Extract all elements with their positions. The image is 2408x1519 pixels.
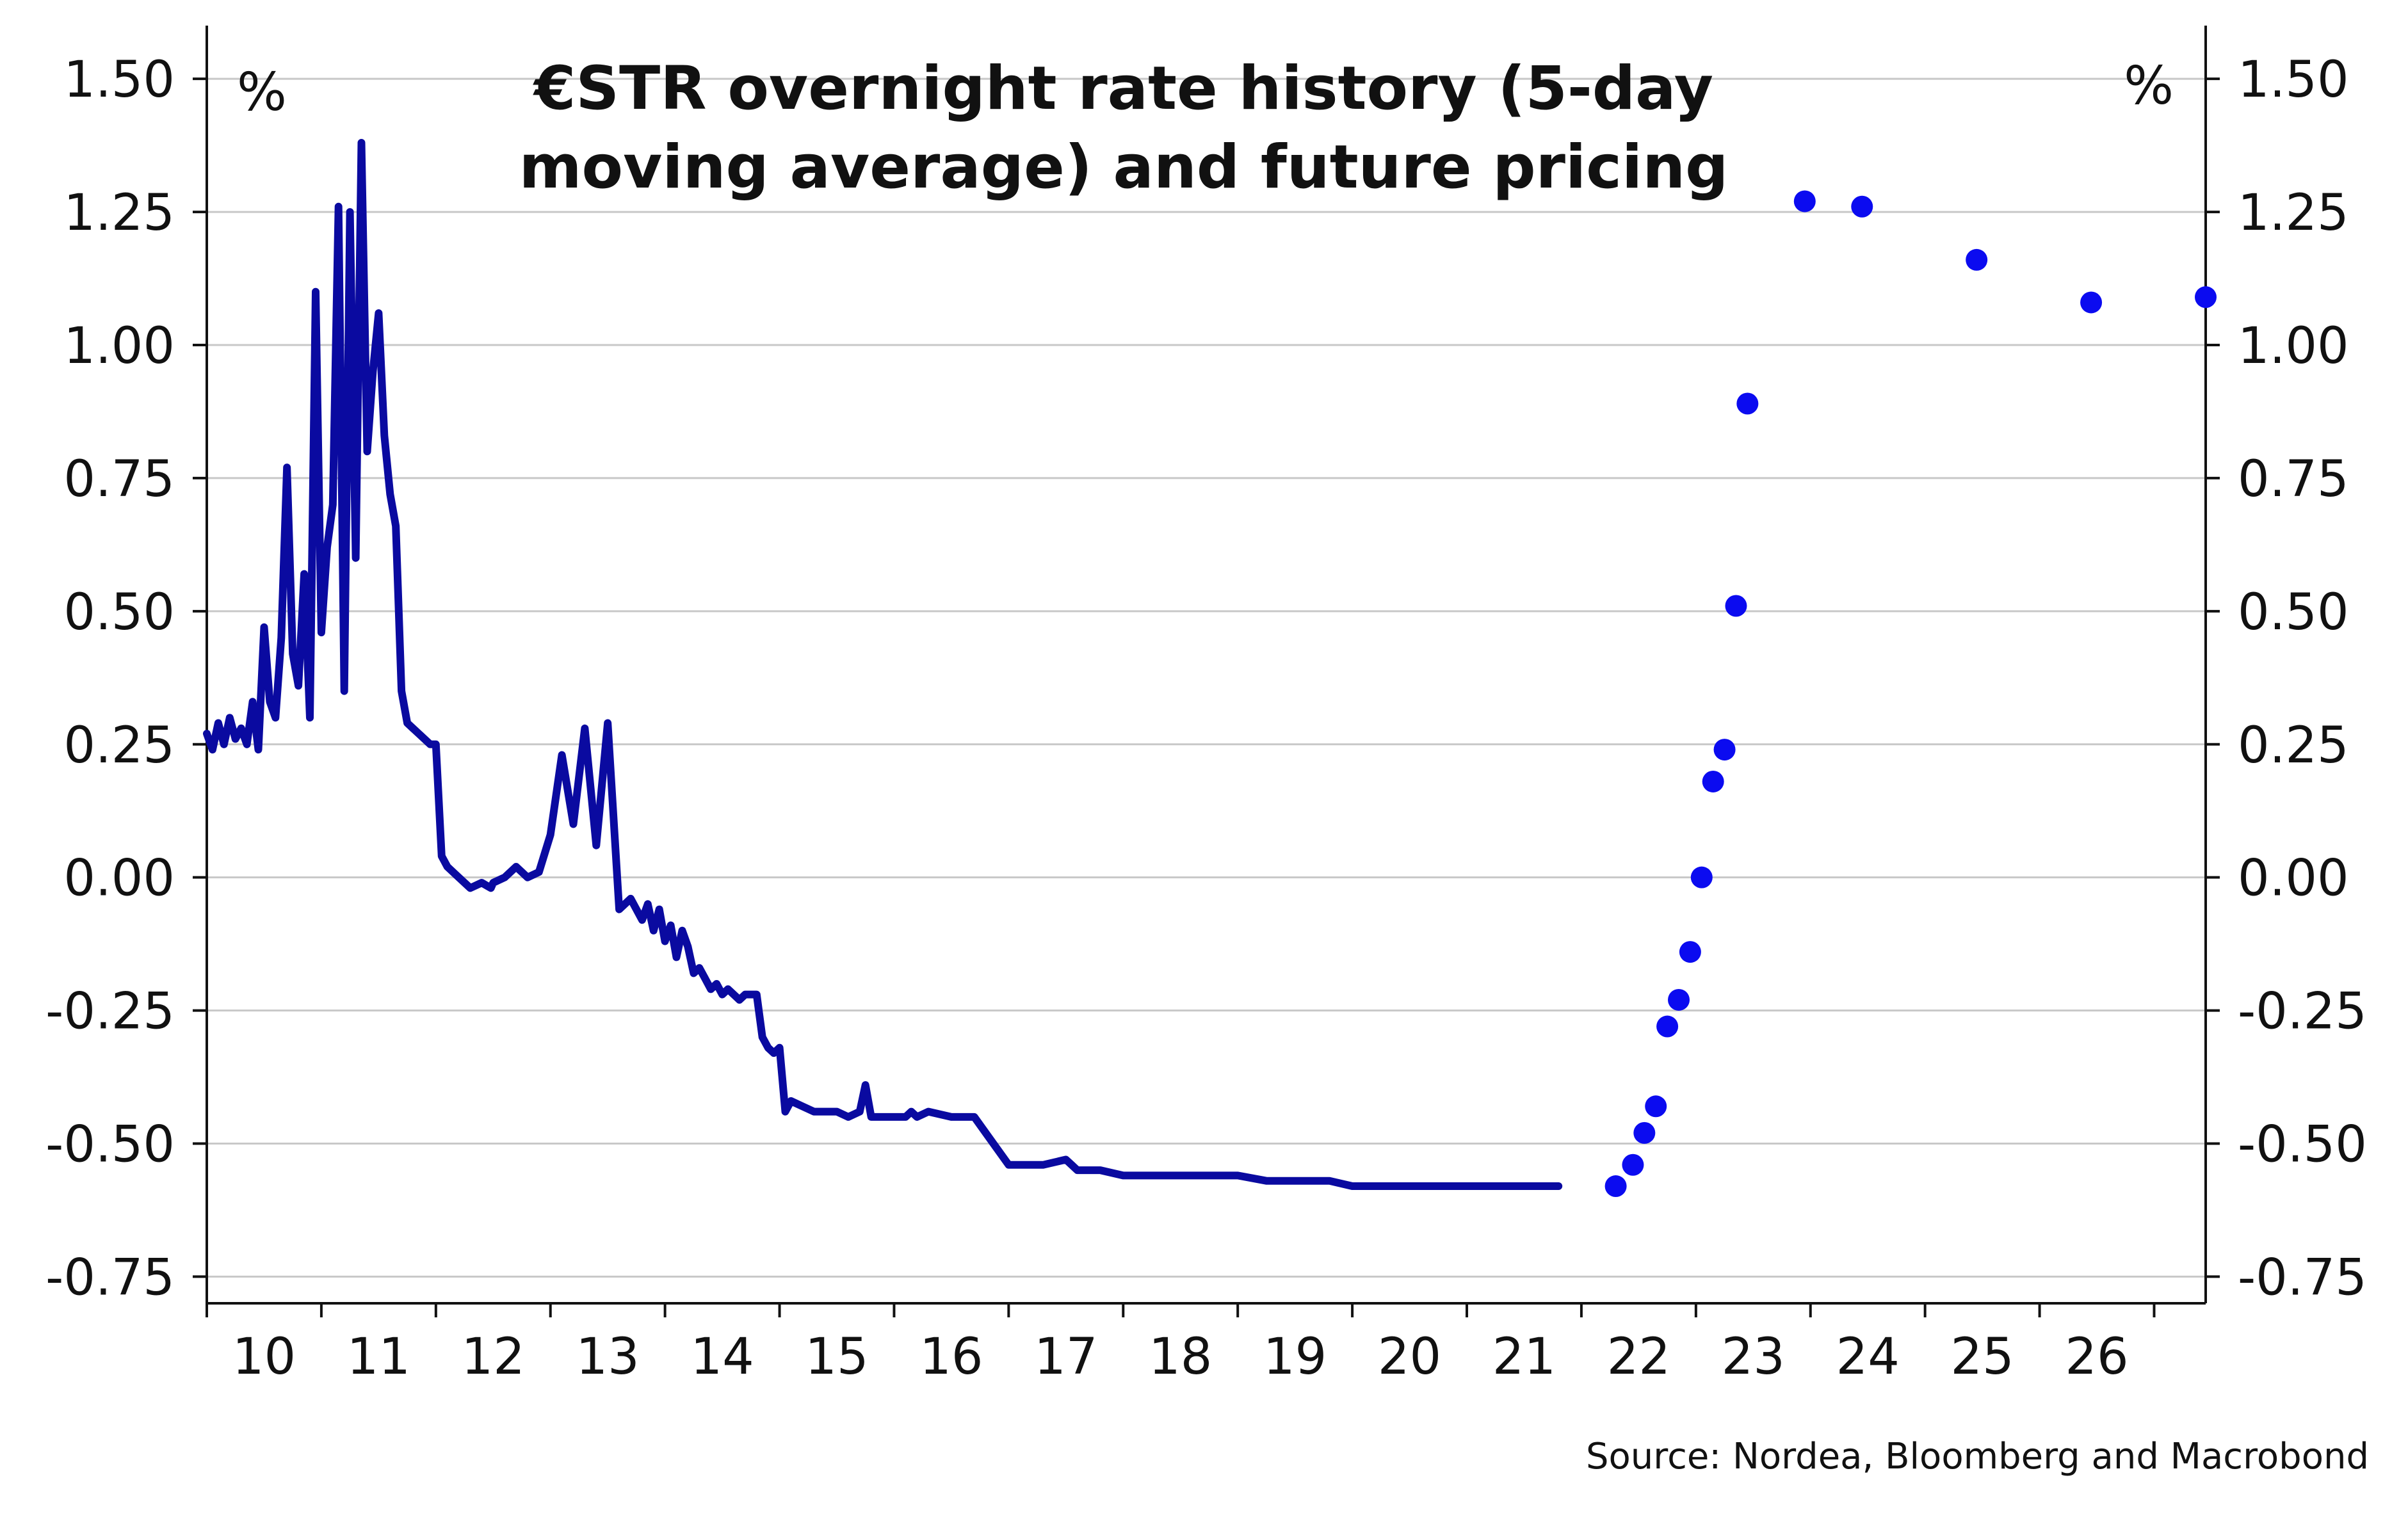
- y-tick-label-left: 1.25: [63, 184, 175, 242]
- y-tick-label-right: -0.25: [2238, 983, 2367, 1041]
- pricing-point: [1736, 392, 1759, 415]
- x-tick-label: 24: [1836, 1328, 1900, 1386]
- x-tick-label: 12: [462, 1328, 525, 1386]
- y-tick-label-right: 0.75: [2238, 451, 2349, 508]
- y-tick-label-right: -0.50: [2238, 1116, 2367, 1174]
- pricing-point: [1851, 195, 1873, 218]
- x-tick-label: 18: [1149, 1328, 1212, 1386]
- y-tick-label-left: -0.25: [45, 983, 175, 1041]
- y-tick-label-right: 1.00: [2238, 317, 2349, 375]
- x-tick-label: 15: [805, 1328, 868, 1386]
- series: [203, 139, 1563, 1190]
- x-tick-label: 17: [1034, 1328, 1097, 1386]
- pricing-point: [1793, 190, 1816, 213]
- y-tick-labels-left: 1.50 1.25 1.00 0.75 0.50 0.25 0.00 -0.25 -0.50 -0…: [45, 51, 175, 1306]
- pricing-point: [1725, 595, 1747, 617]
- y-tick-label-left: 0.25: [63, 717, 175, 775]
- x-tick-label: 20: [1378, 1328, 1441, 1386]
- y-tick-label-left: -0.50: [45, 1116, 175, 1174]
- x-tick-labels: 10 11 12 13 14 15 16 17 18 19 20 21 22 23 24 25 26: [232, 1328, 2129, 1386]
- y-tick-label-left: 0.00: [63, 850, 175, 908]
- y-tick-label-right: 0.00: [2238, 850, 2349, 908]
- chart-title-line-1: €STR overnight rate history (5-day: [533, 54, 1713, 124]
- pricing-point: [1713, 739, 1736, 761]
- gridlines: [207, 77, 2206, 1278]
- y-tick-label-left: -0.75: [45, 1249, 175, 1306]
- x-tick-label: 26: [2065, 1328, 2128, 1386]
- source-note: Source: Nordea, Bloomberg and Macrobond: [1586, 1436, 2369, 1477]
- y-tick-label-right: 1.25: [2238, 184, 2349, 242]
- x-tick-label: 10: [232, 1328, 296, 1386]
- y-tick-label-right: 1.50: [2238, 51, 2349, 109]
- y-tick-label-right: -0.75: [2238, 1249, 2367, 1306]
- y-tick-label-right: 0.25: [2238, 717, 2349, 775]
- y-unit-right: %: [2124, 56, 2174, 117]
- x-tick-label: 22: [1607, 1328, 1670, 1386]
- pricing-point: [2195, 286, 2217, 309]
- pricing-point: [1690, 866, 1713, 888]
- x-tick-label: 11: [347, 1328, 410, 1386]
- x-tick-label: 14: [690, 1328, 754, 1386]
- y-tick-label-left: 0.75: [63, 451, 175, 508]
- x-tick-label: 13: [576, 1328, 640, 1386]
- x-tick-label: 21: [1492, 1328, 1556, 1386]
- y-tick-labels-right: 1.50 1.25 1.00 0.75 0.50 0.25 0.00 -0.25 -0.50 -0…: [2238, 51, 2367, 1306]
- pricing-point: [2080, 291, 2103, 314]
- pricing-point: [1604, 1175, 1627, 1198]
- pricing-points: [1604, 190, 2217, 1198]
- estr-history-line: [203, 139, 1563, 1190]
- y-tick-label-left: 1.00: [63, 317, 175, 375]
- y-tick-label-right: 0.50: [2238, 584, 2349, 641]
- x-tick-label: 25: [1950, 1328, 2014, 1386]
- y-tick-label-left: 0.50: [63, 584, 175, 641]
- pricing-point: [1668, 988, 1690, 1011]
- pricing-point: [1702, 770, 1724, 792]
- pricing-point: [1622, 1153, 1644, 1176]
- y-tick-label-left: 1.50: [63, 51, 175, 109]
- x-tick-label: 23: [1722, 1328, 1785, 1386]
- chart-title-line-2: moving average) and future pricing: [519, 133, 1729, 202]
- pricing-point: [1656, 1015, 1679, 1038]
- pricing-point: [1633, 1121, 1656, 1144]
- x-tick-label: 19: [1263, 1328, 1327, 1386]
- pricing-point: [1679, 941, 1701, 963]
- pricing-point: [1645, 1095, 1667, 1118]
- x-tick-label: 16: [919, 1328, 983, 1386]
- pricing-point: [1966, 248, 1988, 271]
- y-unit-left: %: [237, 62, 287, 123]
- axes: [193, 26, 2220, 1317]
